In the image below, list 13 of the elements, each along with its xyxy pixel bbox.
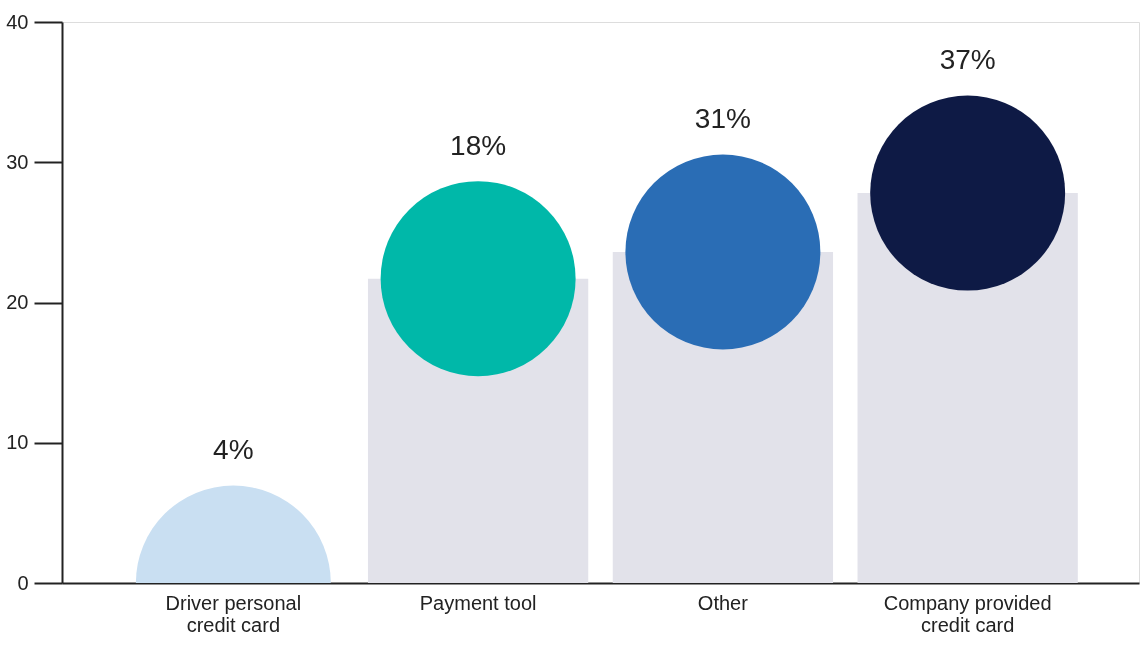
y-tick-label: 10 xyxy=(6,431,29,454)
x-tick-label: Company provided credit card xyxy=(883,591,1052,636)
annotation: 37% xyxy=(939,44,996,76)
annotation: 31% xyxy=(694,103,751,135)
x-tick-label: Driver personal credit card xyxy=(165,591,302,636)
annotation: 18% xyxy=(450,129,507,161)
y-tick-label: 30 xyxy=(6,150,29,173)
y-tick-label: 0 xyxy=(17,571,29,594)
y-tick-label: 20 xyxy=(6,291,29,313)
y-tick-label: 40 xyxy=(6,10,29,33)
x-tick-label: Other xyxy=(697,591,749,614)
annotation: 4% xyxy=(213,434,254,465)
x-tick-label: Payment tool xyxy=(419,591,537,614)
